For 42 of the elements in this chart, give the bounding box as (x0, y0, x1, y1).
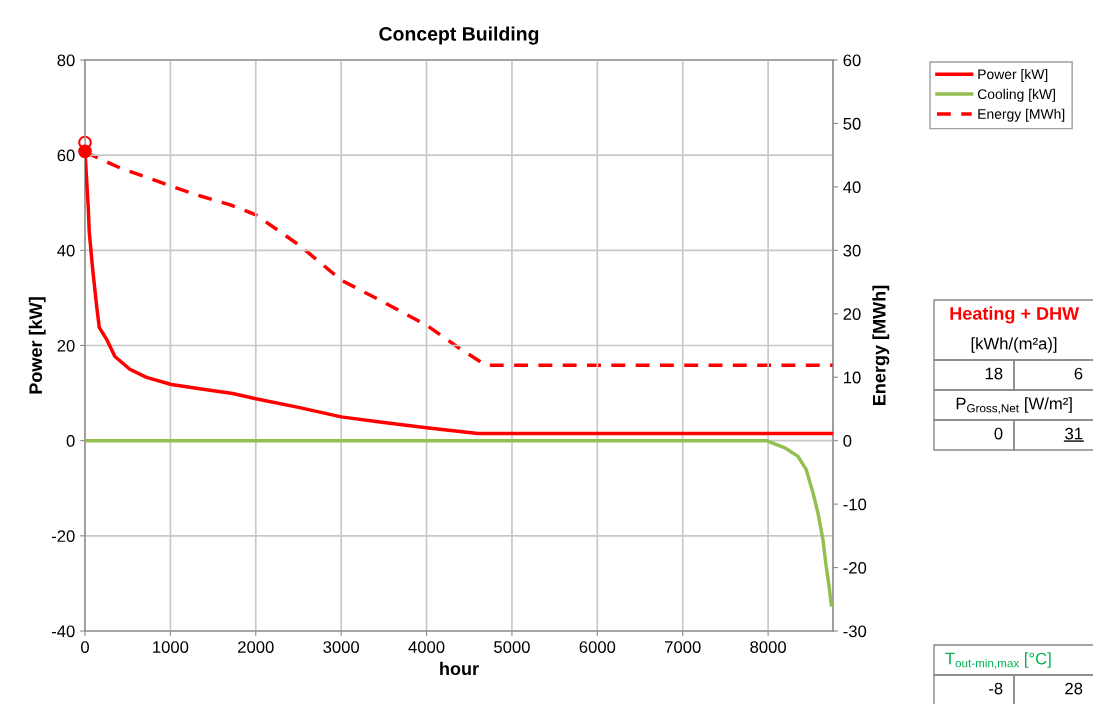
y2-tick-label: 0 (843, 435, 852, 447)
x-tick-label: 5000 (494, 641, 530, 653)
x-axis-title: hour (440, 661, 479, 676)
x-tick-label: 4000 (408, 641, 445, 653)
y-axis-title: Power [kW] (28, 297, 46, 394)
legend-label: Cooling [kW] (977, 88, 1055, 102)
text: 0 (994, 427, 1003, 440)
text: 6 (1074, 367, 1083, 380)
y-tick-label: 40 (57, 244, 75, 257)
y2-tick-label: -30 (843, 625, 867, 638)
y2-tick-label: 50 (843, 117, 861, 130)
y-tick-label: 20 (57, 339, 75, 352)
y2-tick-label: 30 (843, 244, 861, 257)
x-tick-label: 0 (81, 641, 89, 653)
text: [kWh/(m²a)] (971, 337, 1057, 353)
line-series (85, 438, 833, 607)
x-tick-label: 3000 (323, 641, 360, 653)
y-tick-label: 80 (57, 54, 75, 67)
y-tick-label: -20 (51, 530, 75, 543)
text: 28 (1065, 682, 1083, 695)
legend-label: Energy [MWh] (978, 108, 1065, 122)
y2-tick-label: -10 (843, 498, 867, 511)
x-tick-label: 8000 (750, 641, 786, 653)
y-tick-label: 60 (57, 149, 75, 162)
x-tick-label: 6000 (579, 641, 616, 653)
y2-tick-label: 20 (843, 308, 861, 320)
y-tick-label: -40 (51, 625, 75, 638)
text: -8 (989, 682, 1003, 695)
y2-tick-label: -20 (843, 561, 867, 574)
x-tick-label: 7000 (665, 641, 701, 653)
chart-title: Concept Building (379, 26, 539, 45)
y2-tick-label: 40 (843, 181, 861, 194)
text: 18 (985, 367, 1003, 380)
y2-tick-label: 60 (843, 54, 861, 67)
y2-tick-label: 10 (843, 371, 861, 384)
text: Heating + DHW (950, 306, 1080, 324)
y-tick-label: 0 (66, 435, 75, 447)
legend-label: Power [kW] (978, 68, 1048, 82)
text: 31 (1065, 427, 1083, 440)
x-tick-label: 1000 (153, 641, 189, 653)
x-tick-label: 2000 (238, 641, 274, 653)
y2-axis-title: Energy [MWh] (872, 285, 890, 405)
